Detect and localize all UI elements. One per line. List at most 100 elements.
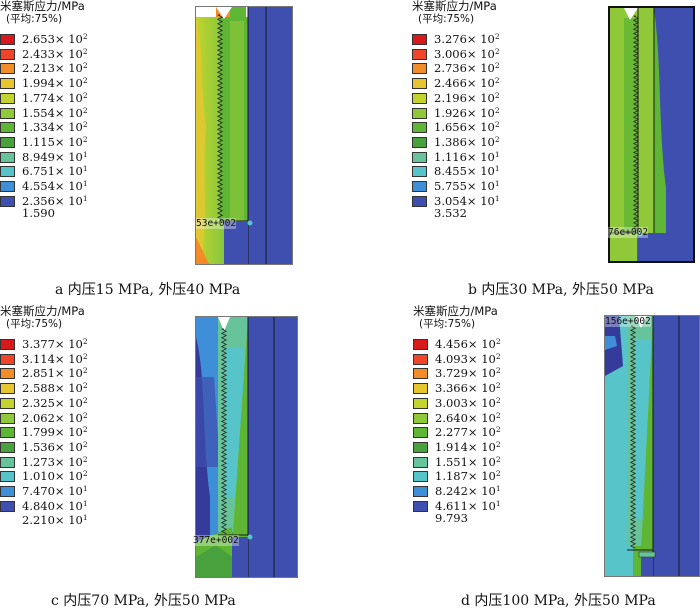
legend-level-label: 3.114× 102 [22,351,88,366]
legend-level-exponent: 1 [82,179,88,188]
legend-level-label: 2.588× 102 [22,381,88,396]
legend-level-label: 2.062× 102 [22,410,88,425]
legend-level-exponent: 2 [495,410,501,420]
legend-level-mantissa: 6.751× [22,164,65,179]
legend-level-label: 1.799× 102 [22,425,88,440]
legend-level-label: 4.093× 102 [435,351,501,366]
legend-swatch [413,397,428,409]
legend-level-label: 2.851× 102 [22,366,88,381]
legend-level-exponent: 2 [82,76,88,86]
legend-level-exponent: 2 [494,46,500,56]
legend-level-exponent: 1 [494,164,500,174]
legend-level-mantissa: 5.755× [434,179,477,193]
legend-level-label: 2.640× 102 [435,410,501,425]
legend-title: 米塞斯应力/MPa [413,304,498,318]
legend-level-exponent: 2 [494,90,500,100]
legend-subtitle: (平均:75%) [418,13,475,25]
legend-level-label: 3.003× 102 [435,395,501,410]
legend-level-mantissa: 1.536× [22,439,65,454]
legend-level-label: 4.554× 101 [22,179,88,193]
legend-level-exponent: 2 [82,120,88,130]
legend-level-mantissa: 8.949× [22,149,65,164]
legend-swatch [0,383,15,395]
legend-level-label: 2.325× 102 [22,395,88,410]
peak-stress-label: 156e+002 [605,316,651,327]
legend-level-mantissa: 1.656× [434,120,477,135]
legend-level-mantissa: 1.774× [22,90,65,105]
legend-swatch [413,500,428,512]
stress-contour-plot [608,6,695,263]
legend-level-mantissa: 3.532 [434,206,467,221]
legend-level-label: 3.006× 102 [434,46,500,61]
panel-c: 米塞斯应力/MPa (平均:75%) 3.377× 102 3.114× 102 2… [0,305,350,610]
panel-b: 米塞斯应力/MPa (平均:75%) 3.276× 102 3.006× 102 2… [350,0,700,305]
legend-level-label: 1.010× 102 [22,469,88,484]
legend-swatch [0,48,15,60]
legend-level-label: 9.793 [435,512,468,524]
legend-swatch [413,339,428,350]
legend-level-exponent: 1 [494,179,500,188]
legend-level-mantissa: 1.590 [22,206,55,221]
legend-swatch [413,353,428,365]
legend-level-label: 8.242× 101 [435,484,501,498]
legend-level-label: 3.054× 101 [434,193,500,208]
legend-swatch [413,456,428,468]
legend-swatch [0,486,15,497]
panel-d: 米塞斯应力/MPa (平均:75%) 4.456× 102 4.093× 102 3… [350,305,700,610]
legend-level-label: 1.994× 102 [22,76,88,91]
legend-level-exponent: 2 [495,469,501,479]
legend-level-label: 8.455× 101 [434,164,500,179]
legend-level-exponent: 1 [82,164,88,174]
legend-swatch [0,500,15,512]
legend-swatch [0,122,15,134]
legend-swatch [413,383,428,395]
legend-level-mantissa: 2.210× [22,513,65,528]
legend-level-exponent: 1 [495,484,501,493]
legend-level-exponent: 1 [494,193,500,203]
legend-swatch [0,353,15,365]
legend-swatch [0,136,15,148]
peak-stress-label: 377e+002 [193,535,239,546]
legend-level-mantissa: 1.994× [22,76,65,91]
legend-level-mantissa: 2.851× [22,366,65,381]
legend-level-label: 1.536× 102 [22,439,88,454]
legend-level-exponent: 2 [82,410,88,420]
legend-level-mantissa: 3.006× [434,46,477,61]
legend-level-exponent: 2 [495,351,501,361]
legend-level-mantissa: 3.114× [22,351,65,366]
legend-level-exponent: 2 [82,337,88,346]
legend-title: 米塞斯应力/MPa [0,0,85,13]
legend-level-mantissa: 2.736× [434,61,477,76]
figure-caption: c 内压70 MPa, 外压50 MPa [51,593,236,609]
legend-level-label: 1.386× 102 [434,134,500,149]
legend-swatch [412,122,427,134]
legend-level-mantissa: 2.062× [22,410,65,425]
legend-title: 米塞斯应力/MPa [0,304,85,318]
legend-level-mantissa: 1.551× [435,454,478,469]
legend-level-mantissa: 3.054× [434,193,477,208]
legend-level-exponent: 2 [82,90,88,100]
legend-level-exponent: 2 [494,120,500,130]
legend-level-exponent: 2 [82,469,88,479]
legend-level-exponent: 2 [494,61,500,71]
legend-level-label: 2.213× 102 [22,61,88,76]
legend-level-mantissa: 2.433× [22,46,65,61]
legend-level-exponent: 1 [82,484,88,493]
stress-contour-plot [195,316,298,578]
legend-level-label: 7.470× 101 [22,484,88,498]
legend-level-label: 2.210× 101 [22,513,88,528]
legend-level-mantissa: 1.799× [22,425,65,440]
legend-swatch [412,34,427,45]
legend-level-exponent: 2 [82,134,88,144]
legend-level-label: 3.276× 102 [434,32,500,46]
legend-level-exponent: 1 [495,498,501,508]
legend-level-label: 1.656× 102 [434,120,500,135]
legend-level-mantissa: 1.386× [434,134,477,149]
legend-level-exponent: 2 [494,134,500,144]
stress-contour-plot [195,6,293,265]
legend-swatch [0,412,15,424]
legend-level-label: 2.356× 101 [22,193,88,208]
legend-level-label: 4.840× 101 [22,498,88,513]
thread-profile [629,325,637,549]
legend-swatch [0,471,15,483]
